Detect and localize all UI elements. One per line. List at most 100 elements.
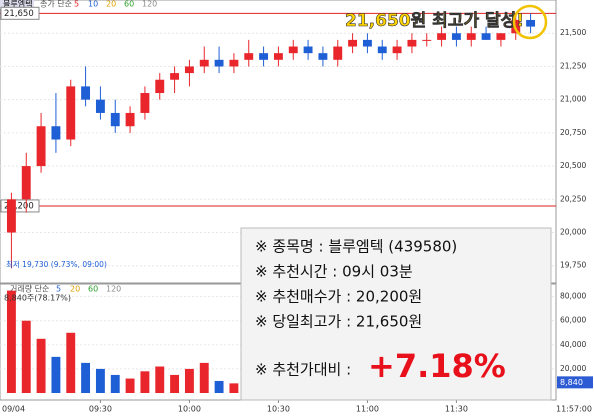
candle-body <box>348 39 358 47</box>
volume-bar <box>125 378 135 393</box>
y-tick-label: 20,500 <box>560 161 586 170</box>
candle-body <box>451 33 461 40</box>
y-tick-label: 20,250 <box>560 194 586 203</box>
ma-legend-period: 20 <box>106 0 116 9</box>
volume-bar <box>6 290 16 393</box>
volume-legend-title: 거래량 단순 <box>10 284 49 294</box>
candle-body <box>259 53 269 60</box>
candle-body <box>437 33 447 40</box>
volume-bar <box>140 371 150 393</box>
volume-legend-period: 20 <box>70 285 80 294</box>
volume-bar <box>184 368 194 393</box>
volume-bar <box>95 368 105 393</box>
info-box-bg <box>240 227 552 401</box>
info-line: ※ 종목명 : 블루엠텍 (439580) <box>255 238 457 256</box>
candle-body <box>51 126 61 140</box>
x-tick-label: 09/04 <box>2 405 25 414</box>
candle-body <box>155 79 165 94</box>
candle-body <box>377 46 387 54</box>
candle-body <box>273 53 283 60</box>
y-tick-label: 21,250 <box>560 61 586 70</box>
volume-tick-label: 60,000 <box>560 316 586 325</box>
x-tick-label: 10:30 <box>267 405 290 414</box>
candle-body <box>362 39 372 47</box>
volume-bar <box>51 356 61 393</box>
volume-bar <box>81 362 91 393</box>
volume-current-label: 8,840 <box>560 378 583 387</box>
volume-bar <box>229 383 239 393</box>
info-box: ※ 종목명 : 블루엠텍 (439580) ※ 추천시간 : 09시 03분 ※ 추… <box>240 227 552 401</box>
reference-label: 20,200 <box>4 201 34 211</box>
ma-legend-period: 120 <box>142 0 157 9</box>
volume-legend-period: 60 <box>88 285 98 294</box>
candle-body <box>199 59 209 67</box>
candle-body <box>466 33 476 40</box>
x-tick-label: 10:00 <box>178 405 201 414</box>
candle-body <box>36 126 46 167</box>
low-annotation: 최저 19,730 (9.73%, 09:00) <box>6 259 107 269</box>
volume-legend-period: 120 <box>106 285 121 294</box>
y-tick-label: 19,750 <box>560 261 586 270</box>
candle-body <box>496 33 506 40</box>
x-tick-label: 11:57:00 <box>556 405 592 414</box>
volume-bar <box>21 320 31 393</box>
ma-legend-period: 5 <box>74 0 79 9</box>
volume-legend-period: 5 <box>56 285 61 294</box>
candle-body <box>318 53 328 60</box>
candle-body <box>407 39 417 47</box>
volume-tick-label: 20,000 <box>560 364 586 373</box>
info-line: ※ 추천시간 : 09시 03분 <box>255 263 413 281</box>
candle-body <box>244 53 254 60</box>
volume-bar <box>110 374 120 393</box>
symbol-tab-bg <box>0 0 34 9</box>
volume-tick-label: 80,000 <box>560 292 586 301</box>
candle-body <box>303 46 313 54</box>
volume-bar <box>36 338 46 393</box>
y-tick-label: 20,750 <box>560 128 586 137</box>
candle-body <box>66 86 76 140</box>
reference-label-bg <box>0 6 40 20</box>
info-last-label: ※ 추천가대비 : <box>255 361 351 379</box>
x-tick-label: 11:00 <box>356 405 379 414</box>
candle-body <box>184 66 194 74</box>
volume-bar <box>155 366 165 393</box>
high-annotation: 21,650원 최고가 달성! <box>345 10 524 31</box>
reference-label: 21,650 <box>4 9 34 19</box>
ma-legend-period: 60 <box>124 0 134 9</box>
y-tick-label: 21,500 <box>560 28 586 37</box>
candle-body <box>110 112 120 127</box>
candle-body <box>214 59 224 67</box>
x-tick-label: 11:30 <box>445 405 468 414</box>
candle-body <box>125 112 135 127</box>
candle-body <box>392 46 402 54</box>
symbol-tab: 블루엠텍 <box>3 0 32 9</box>
volume-bar <box>170 374 180 393</box>
candle-body <box>6 199 16 233</box>
volume-bar <box>214 380 224 393</box>
candle-body <box>481 33 491 40</box>
candle-body <box>288 46 298 54</box>
volume-detail: 8,840주(78.17%) <box>4 294 71 303</box>
y-tick-label: 20,000 <box>560 228 586 237</box>
highlight-circle <box>512 4 548 40</box>
candle-body <box>422 39 432 41</box>
candle-body <box>526 19 536 27</box>
info-line: ※ 당일최고가 : 21,650원 <box>255 313 422 331</box>
candle-body <box>140 93 150 113</box>
candle-body <box>81 86 91 100</box>
y-tick-label: 21,000 <box>560 95 586 104</box>
candle-body <box>333 46 343 60</box>
volume-bar <box>66 332 76 393</box>
ma-legend-period: 10 <box>88 0 98 9</box>
volume-tick-label: 40,000 <box>560 340 586 349</box>
candle-body <box>95 99 105 113</box>
candle-body <box>170 73 180 80</box>
candle-body <box>21 166 31 200</box>
x-tick-label: 09:30 <box>89 405 112 414</box>
info-last-value: +7.18% <box>368 347 506 385</box>
ma-legend-title: 종가 단순 <box>40 0 72 9</box>
info-line: ※ 추천매수가 : 20,200원 <box>255 288 422 306</box>
volume-current-bg <box>557 376 593 389</box>
